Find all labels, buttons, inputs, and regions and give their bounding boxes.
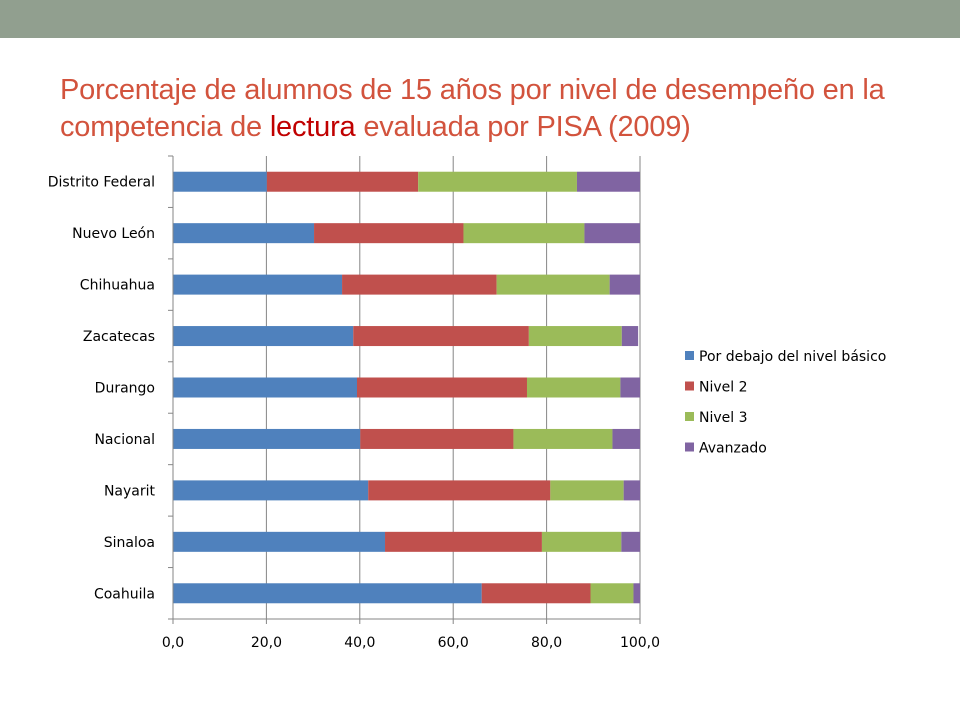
x-tick-label: 80,0	[531, 635, 562, 651]
x-tick-label: 20,0	[251, 635, 282, 651]
bar-1	[173, 428, 361, 449]
legend-swatch	[685, 351, 694, 360]
header-bar	[0, 0, 960, 38]
legend: Por debajo del nivel básico Nivel 2 Nivel …	[685, 349, 886, 457]
bar-3	[496, 274, 610, 295]
bar-3	[526, 377, 621, 398]
category-label: Nacional	[94, 432, 155, 448]
bar-4	[584, 223, 640, 244]
title-text-before: Porcentaje de alumnos de 15 años por niv…	[60, 74, 885, 143]
bar-1	[173, 223, 315, 244]
bar-2	[368, 480, 551, 501]
legend-label: Por debajo del nivel básico	[699, 349, 886, 365]
category-label: Nuevo León	[72, 226, 155, 242]
x-tick-label: 60,0	[438, 635, 469, 651]
category-label: Zacatecas	[83, 329, 155, 345]
bar-2	[356, 377, 527, 398]
bar-3	[513, 428, 613, 449]
x-tick-label: 0,0	[162, 635, 184, 651]
legend-swatch	[685, 381, 694, 391]
bar-2	[353, 326, 529, 347]
slide-title: Porcentaje de alumnos de 15 años por niv…	[60, 72, 940, 146]
legend-label: Avanzado	[699, 441, 767, 457]
bar-4	[633, 583, 640, 604]
bar-3	[541, 531, 622, 552]
bar-3	[528, 326, 622, 347]
x-tick-label: 100,0	[620, 635, 660, 651]
bar-1	[173, 326, 354, 347]
bar-1	[173, 583, 482, 604]
axes	[168, 155, 641, 624]
bar-4	[612, 428, 640, 449]
bar-4	[609, 274, 640, 295]
bar-3	[463, 223, 585, 244]
bar-3	[418, 171, 577, 192]
title-text-after: evaluada por PISA (2009)	[355, 111, 691, 143]
bar-1	[173, 274, 343, 295]
legend-label: Nivel 2	[699, 380, 748, 396]
bar-1	[173, 171, 267, 192]
bar-2	[360, 428, 514, 449]
bar-4	[621, 531, 640, 552]
bar-area	[173, 171, 640, 604]
category-label: Coahuila	[94, 586, 155, 602]
category-label: Durango	[95, 381, 155, 397]
category-label: Sinaloa	[104, 535, 155, 551]
legend-label: Nivel 3	[699, 410, 748, 426]
bar-4	[623, 480, 640, 501]
bar-3	[550, 480, 624, 501]
bar-2	[266, 171, 419, 192]
title-highlight: lectura	[269, 111, 356, 143]
bar-1	[173, 480, 369, 501]
legend-swatch	[685, 442, 694, 452]
bar-4	[576, 171, 640, 192]
bar-1	[173, 531, 386, 552]
category-label: Nayarit	[104, 483, 156, 499]
x-tick-labels: 0,0 20,0 40,0 60,0 80,0 100,0	[162, 635, 660, 651]
bar-2	[385, 531, 542, 552]
category-labels: Distrito Federal Nuevo León Chihuahua Zacat…	[48, 175, 156, 603]
legend-swatch	[685, 412, 694, 421]
bar-2	[342, 274, 497, 295]
bar-4	[620, 377, 640, 398]
category-label: Distrito Federal	[48, 175, 155, 191]
bar-2	[314, 223, 464, 244]
bar-4	[621, 326, 639, 347]
bar-3	[590, 583, 634, 604]
x-tick-label: 40,0	[344, 635, 375, 651]
bar-2	[481, 583, 591, 604]
category-label: Chihuahua	[80, 278, 155, 294]
bar-1	[173, 377, 357, 398]
